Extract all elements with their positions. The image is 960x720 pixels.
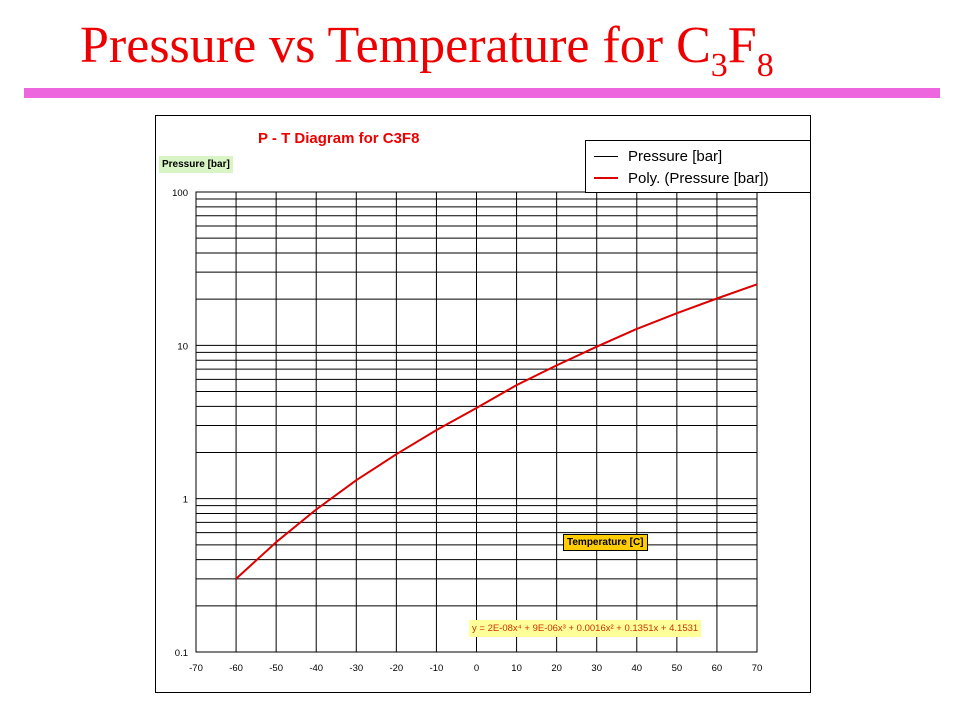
x-tick-label: 60 <box>712 663 723 674</box>
chart-title: P - T Diagram for C3F8 <box>258 130 419 147</box>
slide-title-main: Pressure vs Temperature for C <box>80 17 711 74</box>
y-tick-label: 10 <box>177 341 188 352</box>
x-tick-label: -60 <box>229 663 243 674</box>
y-tick-label: 0.1 <box>175 648 188 659</box>
legend-item-poly: Poly. (Pressure [bar]) <box>594 168 769 188</box>
y-axis-label: Pressure [bar] <box>159 156 233 173</box>
x-tick-label: 50 <box>672 663 683 674</box>
x-tick-label: 30 <box>591 663 602 674</box>
legend-swatch-poly <box>594 177 618 179</box>
x-tick-label: -10 <box>430 663 444 674</box>
title-underline-bar <box>24 88 940 98</box>
x-tick-label: -30 <box>349 663 363 674</box>
trendline-equation: y = 2E-08x⁴ + 9E-06x³ + 0.0016x² + 0.135… <box>469 620 702 637</box>
plot-area-border <box>195 191 758 653</box>
tick-labels: -70 -60 -50 -40 -30 -20 -10 0 10 20 30 40 50 60 70 0.1 1… <box>172 188 762 674</box>
x-tick-label: -40 <box>309 663 323 674</box>
slide-title-mid: F <box>727 17 757 74</box>
x-tick-label: 20 <box>551 663 562 674</box>
chart-legend: Pressure [bar] Poly. (Pressure [bar]) <box>585 140 811 193</box>
x-tick-label: 10 <box>511 663 522 674</box>
slide-title-subscript-8: 8 <box>756 47 774 84</box>
x-tick-label: 40 <box>631 663 642 674</box>
legend-swatch-pressure <box>594 155 618 157</box>
x-axis-label: Temperature [C] <box>563 534 648 551</box>
x-tick-label: -70 <box>189 663 203 674</box>
series-line-poly-pressure <box>235 283 758 580</box>
series <box>235 283 758 580</box>
x-tick-label: 70 <box>752 663 763 674</box>
x-tick-label: -50 <box>269 663 283 674</box>
x-tick-label: -20 <box>389 663 403 674</box>
legend-label-poly: Poly. (Pressure [bar]) <box>628 169 769 187</box>
grid-lines <box>196 192 757 652</box>
legend-item-pressure: Pressure [bar] <box>594 146 722 166</box>
x-tick-label: 0 <box>474 663 479 674</box>
legend-label-pressure: Pressure [bar] <box>628 147 723 165</box>
y-tick-label: 100 <box>172 188 188 199</box>
y-tick-label: 1 <box>183 495 188 506</box>
slide-title-subscript-3: 3 <box>710 47 728 84</box>
slide-title: Pressure vs Temperature for C3F8 <box>80 17 774 83</box>
